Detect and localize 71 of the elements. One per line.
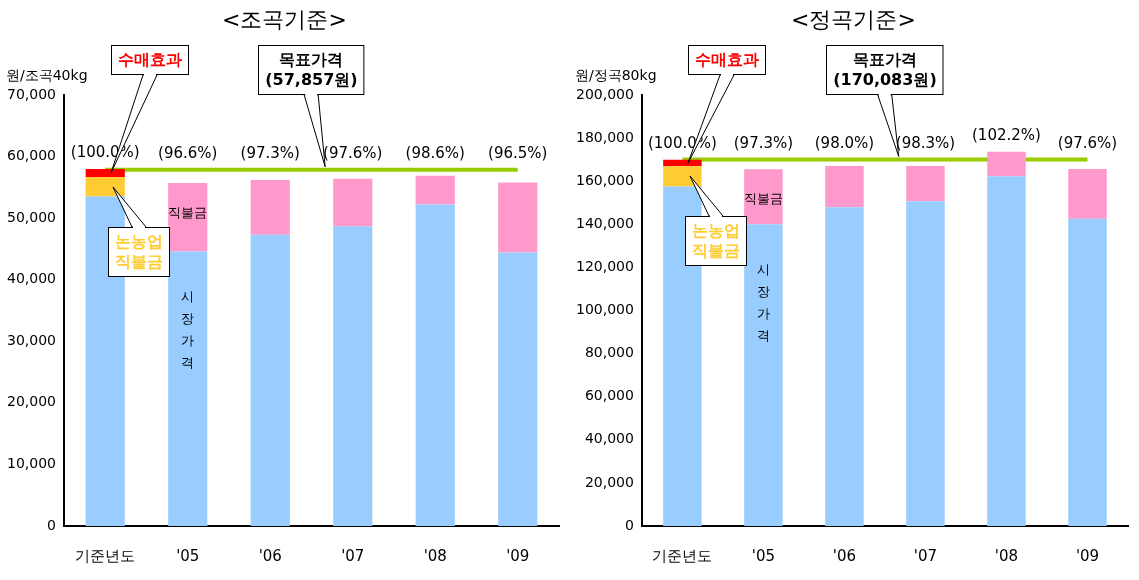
y-tick-label: 140,000: [575, 214, 634, 231]
bar: [987, 151, 1026, 177]
bar: [415, 175, 455, 205]
chart-title: <정곡기준>: [790, 6, 917, 34]
x-tick-label: '09: [506, 546, 530, 565]
x-tick-label: '09: [1075, 546, 1100, 565]
y-tick-label: 10,000: [6, 455, 56, 472]
bar: [744, 224, 783, 526]
x-tick-label: 기준년도: [652, 546, 713, 565]
y-tick-label: 0: [624, 516, 634, 533]
bar: [168, 251, 208, 526]
y-tick-label: 40,000: [6, 270, 56, 287]
y-tick-label: 180,000: [575, 128, 634, 145]
y-tick-label: 60,000: [584, 387, 634, 404]
x-tick-label: '08: [423, 546, 447, 565]
y-axis-title: 원/조곡40kg: [6, 66, 88, 83]
bar: [415, 204, 455, 526]
y-tick-label: 30,000: [6, 331, 56, 348]
annotation: (98.0%): [814, 133, 875, 152]
bar: [333, 178, 373, 227]
series-label: 시장가격: [181, 289, 195, 371]
x-tick-label: 기준년도: [75, 546, 136, 565]
x-tick-label: '05: [176, 546, 200, 565]
y-tick-label: 200,000: [575, 85, 634, 102]
bar: [825, 166, 864, 208]
bar: [250, 179, 290, 235]
annotation: (100.0%): [70, 143, 140, 162]
y-axis-title: 원/정곡80kg: [575, 66, 657, 83]
x-tick-label: '06: [832, 546, 857, 565]
x-tick-label: '05: [751, 546, 776, 565]
bar: [906, 166, 945, 202]
y-tick-label: 80,000: [584, 344, 634, 361]
annotation: (102.2%): [972, 126, 1041, 145]
y-tick-label: 20,000: [6, 393, 56, 410]
annotation: (98.3%): [895, 133, 956, 152]
y-tick-label: 60,000: [6, 147, 56, 164]
annotation: (97.6%): [1057, 133, 1118, 152]
annotation: (96.6%): [158, 144, 218, 163]
bar: [498, 182, 538, 253]
x-tick-label: '07: [341, 546, 365, 565]
bar: [1068, 168, 1107, 219]
ref-line-label: 목표가격 (170,083원): [832, 50, 938, 90]
x-tick-label: '06: [258, 546, 282, 565]
x-tick-label: '08: [994, 546, 1019, 565]
y-tick-label: 20,000: [584, 473, 634, 490]
x-tick-label: '07: [913, 546, 938, 565]
annotation: (97.3%): [733, 133, 794, 152]
annotation: (97.3%): [240, 144, 300, 163]
y-tick-label: 50,000: [6, 208, 56, 225]
ref-line-label: 목표가격 (57,857원): [264, 50, 359, 90]
annotation: (96.5%): [488, 144, 548, 163]
annotation: (98.6%): [405, 144, 465, 163]
bar: [85, 168, 125, 177]
y-tick-label: 100,000: [575, 301, 634, 318]
bar: [498, 252, 538, 526]
bar: [1068, 218, 1107, 526]
bar: [906, 201, 945, 526]
series-label: 직불금: [168, 204, 208, 220]
y-tick-label: 120,000: [575, 258, 634, 275]
bar: [825, 207, 864, 526]
y-tick-label: 160,000: [575, 171, 634, 188]
bar: [250, 234, 290, 526]
bar: [85, 176, 125, 197]
bar: [333, 226, 373, 526]
y-tick-label: 70,000: [6, 85, 56, 102]
bar: [987, 176, 1026, 526]
series-label: 시장가격: [756, 262, 770, 344]
y-tick-label: 40,000: [584, 430, 634, 447]
annotation: (97.6%): [323, 144, 383, 163]
y-tick-label: 0: [47, 516, 56, 533]
chart-title: <조곡기준>: [221, 6, 348, 34]
